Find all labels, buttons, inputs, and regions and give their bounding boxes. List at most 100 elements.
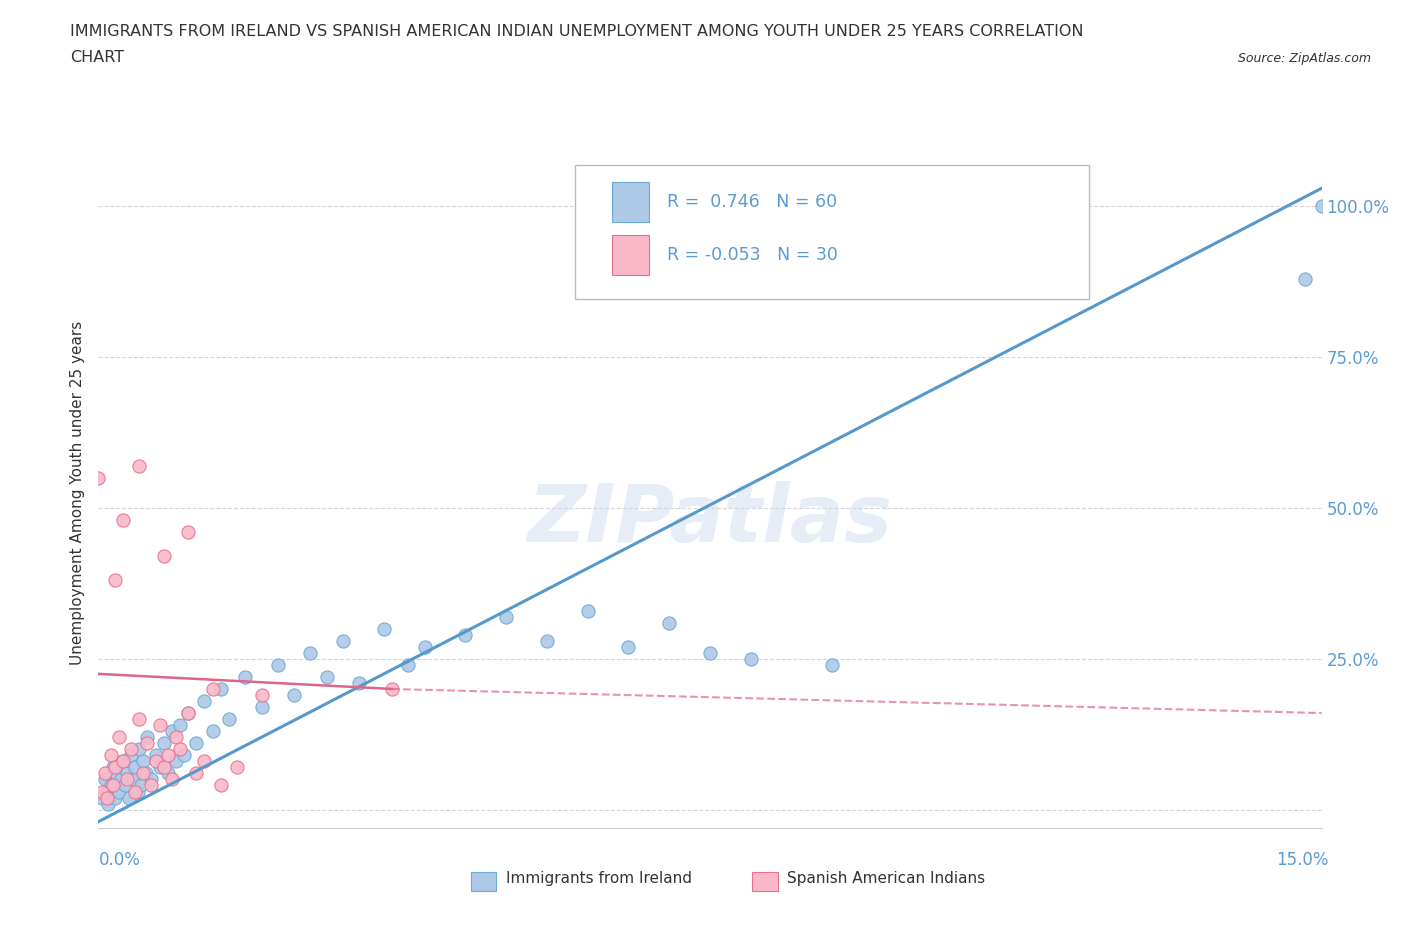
Point bbox=[740, 651, 762, 666]
Point bbox=[132, 754, 155, 769]
Point bbox=[101, 778, 124, 793]
Point bbox=[156, 766, 179, 781]
Point bbox=[141, 772, 163, 787]
Point bbox=[156, 748, 179, 763]
Point bbox=[100, 778, 122, 793]
Point bbox=[110, 772, 132, 787]
Point bbox=[152, 549, 174, 564]
Text: Spanish American Indians: Spanish American Indians bbox=[787, 871, 986, 886]
Point bbox=[250, 687, 273, 702]
Point bbox=[984, 272, 1007, 286]
Point bbox=[454, 627, 477, 642]
Point bbox=[193, 754, 215, 769]
Point bbox=[128, 458, 150, 473]
Point bbox=[152, 736, 174, 751]
Point bbox=[132, 766, 155, 781]
Point bbox=[617, 639, 640, 654]
Text: Immigrants from Ireland: Immigrants from Ireland bbox=[506, 871, 692, 886]
Point bbox=[576, 603, 599, 618]
Point bbox=[120, 742, 142, 757]
Point bbox=[177, 706, 200, 721]
Point bbox=[111, 754, 134, 769]
Point bbox=[267, 658, 290, 672]
Point bbox=[332, 633, 354, 648]
Point bbox=[124, 784, 146, 799]
Point bbox=[201, 724, 224, 738]
Text: Source: ZipAtlas.com: Source: ZipAtlas.com bbox=[1237, 52, 1371, 65]
Text: R =  0.746   N = 60: R = 0.746 N = 60 bbox=[668, 193, 838, 210]
Point bbox=[115, 766, 138, 781]
Point bbox=[186, 766, 208, 781]
Point bbox=[349, 675, 371, 690]
Point bbox=[145, 754, 167, 769]
Point bbox=[91, 784, 114, 799]
Point bbox=[740, 265, 762, 280]
Point bbox=[226, 760, 249, 775]
Bar bbox=[612, 235, 650, 275]
Point bbox=[173, 748, 195, 763]
Y-axis label: Unemployment Among Youth under 25 years: Unemployment Among Youth under 25 years bbox=[69, 321, 84, 665]
Point bbox=[209, 778, 232, 793]
Point bbox=[145, 748, 167, 763]
Point bbox=[114, 778, 136, 793]
Point bbox=[193, 694, 215, 709]
Point bbox=[135, 766, 157, 781]
Point bbox=[136, 736, 159, 751]
Point bbox=[160, 772, 183, 787]
Point bbox=[104, 573, 127, 588]
Point bbox=[111, 512, 134, 527]
Point bbox=[127, 784, 149, 799]
Point bbox=[118, 790, 141, 805]
Point bbox=[177, 525, 200, 539]
Point bbox=[94, 766, 117, 781]
Point bbox=[111, 754, 134, 769]
Point bbox=[699, 645, 721, 660]
Point bbox=[821, 658, 844, 672]
Point bbox=[186, 736, 208, 751]
Point bbox=[115, 772, 138, 787]
Point bbox=[495, 609, 517, 624]
Point bbox=[149, 718, 172, 733]
Text: 15.0%: 15.0% bbox=[1277, 851, 1329, 870]
Point bbox=[96, 784, 118, 799]
Point bbox=[94, 772, 117, 787]
Text: R = -0.053   N = 30: R = -0.053 N = 30 bbox=[668, 246, 838, 264]
Point bbox=[87, 471, 110, 485]
Point bbox=[128, 742, 150, 757]
Point bbox=[250, 699, 273, 714]
Point bbox=[101, 760, 124, 775]
Point bbox=[283, 687, 305, 702]
Point bbox=[381, 682, 404, 697]
Point bbox=[396, 658, 419, 672]
Point bbox=[141, 778, 163, 793]
Point bbox=[108, 784, 131, 799]
Point bbox=[299, 645, 322, 660]
Text: 0.0%: 0.0% bbox=[98, 851, 141, 870]
Text: ZIPatlas: ZIPatlas bbox=[527, 481, 893, 559]
Point bbox=[149, 760, 172, 775]
Bar bbox=[612, 181, 650, 221]
Point bbox=[315, 670, 337, 684]
Point bbox=[658, 615, 681, 630]
Point bbox=[91, 790, 114, 805]
Point bbox=[233, 670, 256, 684]
FancyBboxPatch shape bbox=[575, 165, 1090, 299]
Point bbox=[96, 790, 118, 805]
Point bbox=[120, 748, 142, 763]
Point bbox=[160, 724, 183, 738]
Text: IMMIGRANTS FROM IRELAND VS SPANISH AMERICAN INDIAN UNEMPLOYMENT AMONG YOUTH UNDE: IMMIGRANTS FROM IRELAND VS SPANISH AMERI… bbox=[70, 24, 1084, 39]
Point bbox=[1310, 199, 1333, 214]
Point bbox=[218, 711, 240, 726]
Point bbox=[136, 730, 159, 745]
Point bbox=[104, 760, 127, 775]
Point bbox=[129, 778, 152, 793]
Point bbox=[536, 633, 558, 648]
Point bbox=[100, 748, 122, 763]
Point bbox=[169, 742, 191, 757]
Point bbox=[121, 772, 143, 787]
Point bbox=[201, 682, 224, 697]
Point bbox=[97, 796, 120, 811]
Point bbox=[124, 760, 146, 775]
Point bbox=[105, 766, 128, 781]
Point bbox=[373, 621, 395, 636]
